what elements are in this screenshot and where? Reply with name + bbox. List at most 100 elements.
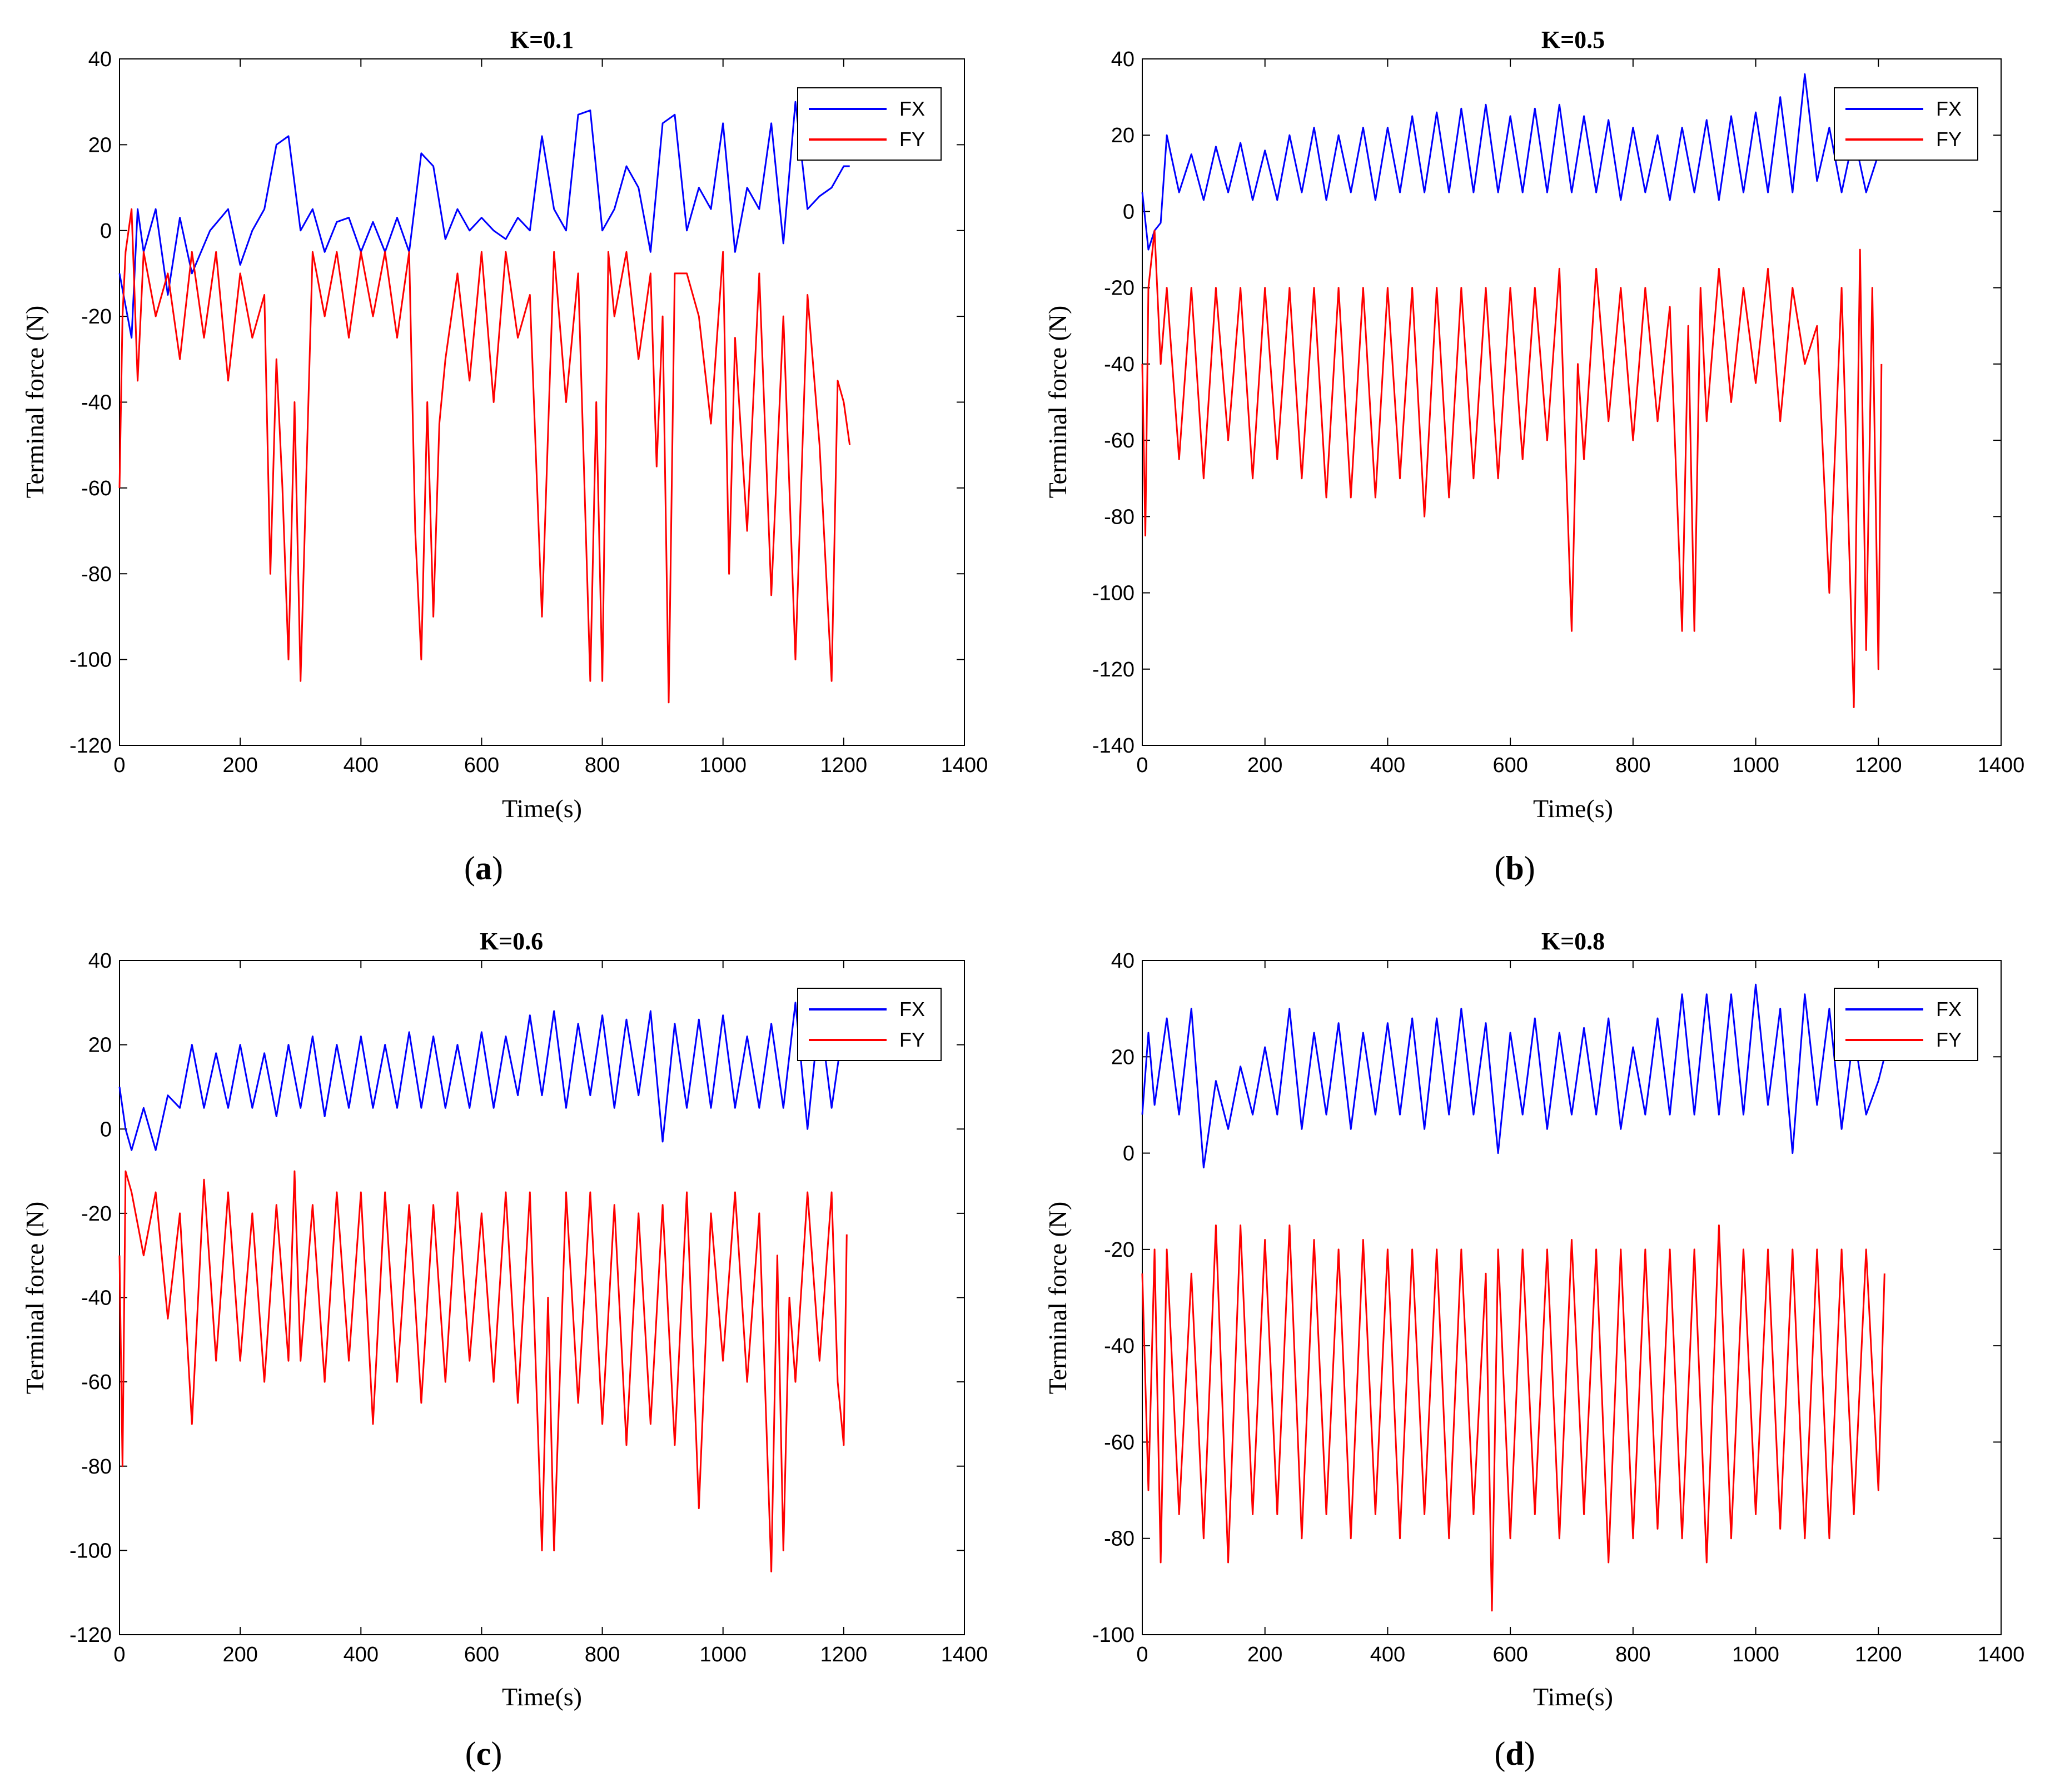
panel-c-ytick-label: 0	[100, 1118, 112, 1141]
panel-b-ytick-label: -20	[1104, 277, 1135, 300]
panel-d-legend-box	[1834, 988, 1978, 1061]
panel-b-xtick-label: 800	[1615, 754, 1650, 777]
panel-b-legend-fy-label: FY	[1936, 128, 1962, 151]
panel-a-ytick-label: -80	[81, 563, 112, 586]
panel-a-ytick-label: -60	[81, 477, 112, 500]
panel-a-ytick-label: 0	[100, 220, 112, 243]
panel-c-xlabel: Time(s)	[502, 1683, 582, 1711]
panel-a-ytick-label: -20	[81, 305, 112, 328]
panel-a-caption-letter: a	[475, 850, 492, 887]
panel-b-xtick-label: 400	[1370, 754, 1405, 777]
panel-c-ytick-label: 40	[88, 949, 112, 973]
panel-c-legend: FX FY	[797, 988, 942, 1061]
panel-d-xtick-label: 1200	[1855, 1643, 1902, 1666]
panel-d-xtick-label: 800	[1615, 1643, 1650, 1666]
panel-a-legend: FX FY	[797, 87, 942, 161]
panel-b-title: K=0.5	[1541, 26, 1605, 53]
panel-b-axes-box	[1142, 58, 2002, 746]
panel-b-caption-letter: b	[1505, 850, 1524, 887]
panel-b-series-fx-line	[1141, 73, 1879, 251]
panel-c-caption-letter: c	[476, 1735, 491, 1772]
panel-c-series-fy-line	[118, 1170, 848, 1572]
panel-c-title: K=0.6	[480, 928, 543, 955]
panel-c-grid-ticks: 0 200 400 600 800 1000 1200 140040200-20-40-60-…	[69, 949, 988, 1666]
panel-b-ytick-label: 0	[1123, 200, 1135, 223]
panel-a-xtick-label: 400	[344, 754, 379, 777]
panel-a-ytick-label: -100	[69, 649, 112, 672]
panel-d-ytick-label: -80	[1104, 1527, 1135, 1551]
panel-d-ytick-label: -100	[1092, 1624, 1135, 1647]
panel-b-xlabel: Time(s)	[1533, 794, 1613, 823]
panel-b-legend-fx-label: FX	[1936, 97, 1962, 120]
panel-b-xtick-label: 1400	[1978, 754, 2025, 777]
panel-a-series-fy-line	[118, 208, 851, 704]
panel-a-caption: (a)	[464, 850, 503, 887]
panel-b-legend-box	[1834, 87, 1978, 161]
panel-d-ytick-label: 40	[1111, 949, 1135, 973]
panel-b-xtick-label: 200	[1247, 754, 1282, 777]
panel-a-xtick-label: 200	[222, 754, 257, 777]
panel-d-xlabel: Time(s)	[1533, 1683, 1613, 1711]
panel-d-axes-box	[1142, 960, 2002, 1635]
panel-d-series-fy-line	[1141, 1224, 1885, 1612]
panel-b-ytick-label: -80	[1104, 505, 1135, 529]
panel-b-grid-ticks: 0 200 400 600 800 1000 1200 140040200-20-40-60-…	[1092, 48, 2024, 777]
panel-c-ytick-label: -20	[81, 1202, 112, 1226]
panel-c-series	[118, 1002, 848, 1572]
panel-d-ytick-label: -60	[1104, 1431, 1135, 1454]
panel-a-xtick-label: 1200	[820, 754, 868, 777]
panel-a-ytick-label: -40	[81, 391, 112, 415]
panel-b-series-fy-line	[1141, 230, 1883, 708]
panel-a-ytick-label: 40	[88, 48, 112, 71]
panel-a-xtick-label: 800	[585, 754, 620, 777]
panel-a-legend-fy-label: FY	[899, 128, 925, 151]
panel-a-series	[118, 101, 851, 704]
panel-c-legend-box	[797, 988, 942, 1061]
panel-a-grid-ticks: 0 200 400 600 800 1000 1200 140040200-20-40-60-…	[69, 48, 988, 777]
panel-b-xtick-label: 600	[1492, 754, 1527, 777]
panel-d-ylabel: Terminal force (N)	[1043, 1202, 1072, 1395]
panel-d-legend-fy-label: FY	[1936, 1028, 1962, 1051]
panel-b-ylabel: Terminal force (N)	[1043, 306, 1072, 499]
panel-d-title: K=0.8	[1541, 928, 1605, 955]
panel-d-xtick-label: 400	[1370, 1643, 1405, 1666]
panel-b-legend: FX FY	[1834, 87, 1978, 161]
panel-b-ytick-label: -120	[1092, 658, 1135, 681]
panel-c-ytick-label: -80	[81, 1455, 112, 1479]
panel-a-legend-box	[797, 87, 942, 161]
panel-d-ytick-label: -40	[1104, 1335, 1135, 1358]
panel-d-xtick-label: 600	[1492, 1643, 1527, 1666]
panel-a-title: K=0.1	[510, 26, 574, 53]
panel-b-series	[1141, 73, 1883, 708]
panel-c-ytick-label: -40	[81, 1287, 112, 1310]
panel-c-ytick-label: -100	[69, 1539, 112, 1562]
panel-a-series-fx-line	[118, 101, 850, 339]
panel-c-caption: (c)	[465, 1735, 502, 1772]
panel-b-ytick-label: 20	[1111, 124, 1135, 147]
panel-c-ytick-label: -120	[69, 1624, 112, 1647]
panel-b-xtick-label: 0	[1136, 754, 1148, 777]
panel-d-xtick-label: 0	[1136, 1643, 1148, 1666]
panel-c-legend-fx-label: FX	[899, 998, 925, 1021]
panel-d-ytick-label: 20	[1111, 1046, 1135, 1069]
panel-d-legend: FX FY	[1834, 988, 1978, 1061]
panel-a-xtick-label: 1000	[699, 754, 747, 777]
panel-c-legend-fy-label: FY	[899, 1028, 925, 1051]
panel-a-xtick-label: 0	[113, 754, 125, 777]
panel-c-xtick-label: 1000	[699, 1643, 747, 1666]
panel-c: K=0.6 0 200 400 600 800 1000 1200 140040200-20-…	[21, 928, 988, 1772]
panel-a-ylabel: Terminal force (N)	[21, 306, 49, 499]
panel-a-xtick-label: 1400	[941, 754, 988, 777]
panel-c-ylabel: Terminal force (N)	[21, 1202, 49, 1395]
panel-c-series-fx-line	[118, 1002, 845, 1151]
panel-d-ytick-label: -20	[1104, 1238, 1135, 1262]
panel-d-legend-fx-label: FX	[1936, 998, 1962, 1021]
panel-a-xlabel: Time(s)	[502, 794, 582, 823]
panel-d: K=0.8 0 200 400 600 800 1000 1200 140040200-20-…	[1043, 928, 2024, 1772]
panel-c-xtick-label: 200	[222, 1643, 257, 1666]
panel-c-xtick-label: 400	[344, 1643, 379, 1666]
panel-d-xtick-label: 1000	[1732, 1643, 1779, 1666]
panel-d-caption: (d)	[1494, 1735, 1535, 1772]
panel-c-xtick-label: 1400	[941, 1643, 988, 1666]
